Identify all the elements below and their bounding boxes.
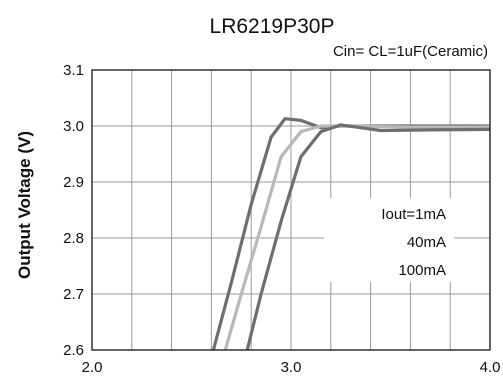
- y-axis-label: Output Voltage (V): [15, 131, 34, 279]
- series-line-2: [223, 124, 490, 350]
- series-line-3: [245, 123, 490, 350]
- x-tick-label: 2.0: [82, 359, 103, 376]
- plot-frame: [91, 69, 491, 351]
- x-tick-label: 3.0: [281, 359, 302, 376]
- legend-label-1: Iout=1mA: [381, 206, 446, 223]
- chart-subtitle: Cin= CL=1uF(Ceramic): [333, 43, 488, 60]
- x-tick-label: 4.0: [480, 359, 501, 376]
- series-layer: [211, 117, 490, 350]
- y-tick-label: 3.1: [63, 62, 84, 79]
- chart-title: LR6219P30P: [210, 15, 335, 38]
- legend-label-3: 100mA: [398, 262, 446, 279]
- y-tick-label: 3.0: [63, 118, 84, 135]
- y-tick-label: 2.8: [63, 230, 84, 247]
- y-tick-label: 2.6: [63, 342, 84, 359]
- legend-box: [324, 198, 454, 282]
- y-tick-label: 2.7: [63, 286, 84, 303]
- tick-labels: 2.0 3.0 4.0 2.6 2.7 2.8 2.9 3.0 3.1: [63, 62, 500, 376]
- legend-label-2: 40mA: [407, 234, 446, 251]
- y-tick-label: 2.9: [63, 174, 84, 191]
